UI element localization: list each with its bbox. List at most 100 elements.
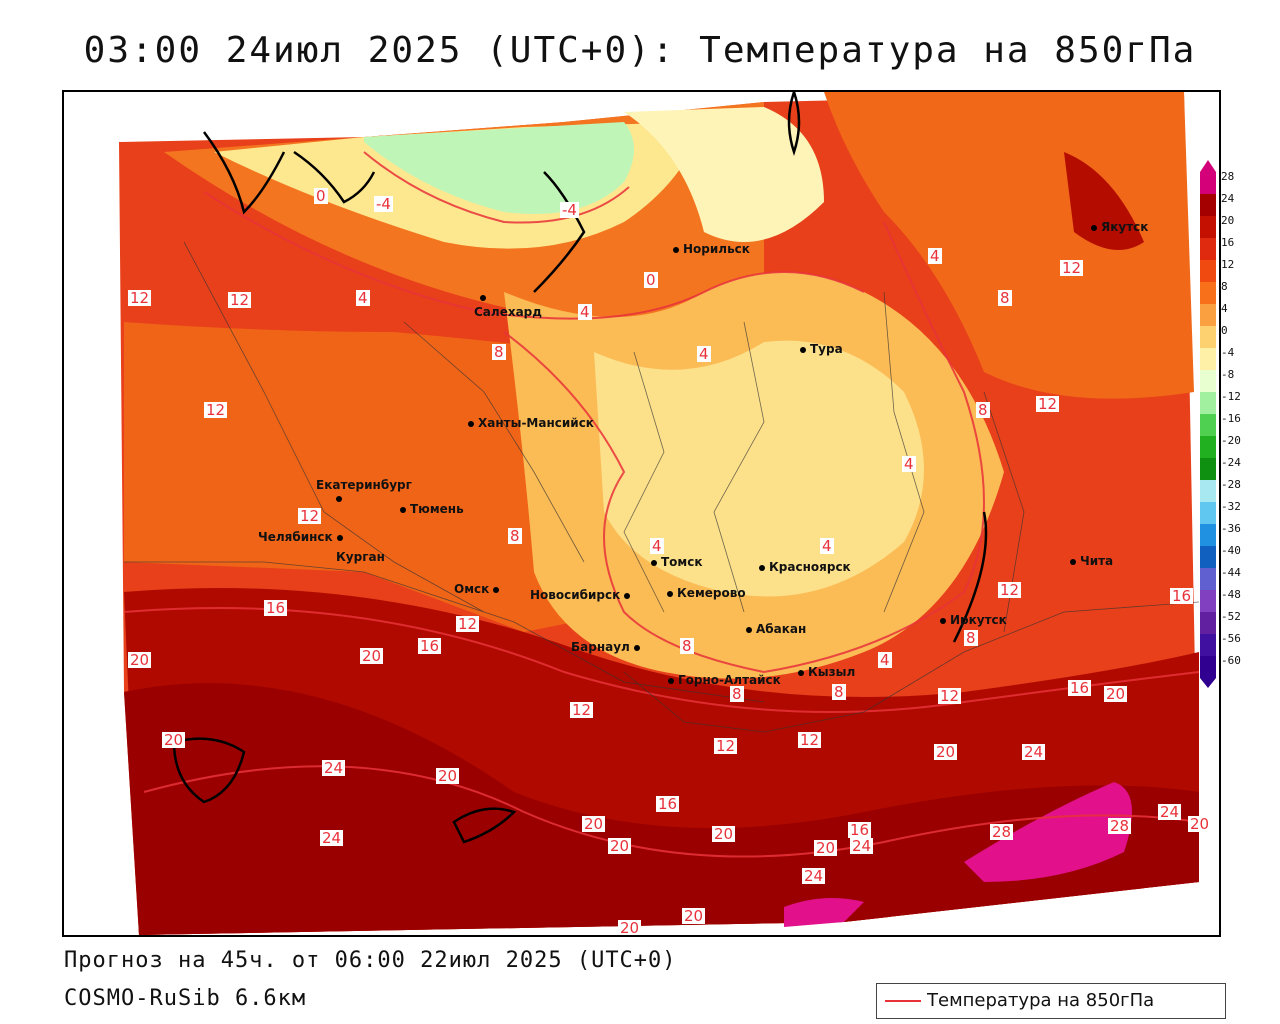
contour-label: 20 [682,907,706,925]
city-dot-icon [798,669,804,676]
contour-label: 4 [697,345,711,363]
city-dot-icon [480,294,486,301]
colorbar-tick-label: -44 [1221,566,1241,579]
city-tura: Тура [800,342,843,356]
contour-label: 0 [314,187,328,205]
city-chita: Чита [1070,554,1113,568]
colorbar-tick-label: -12 [1221,390,1241,403]
city-tyumen: Тюмень [400,502,464,516]
colorbar-segment [1200,480,1216,502]
colorbar-tick-label: 20 [1221,214,1235,227]
city-abakan: Абакан [746,622,806,636]
colorbar-segment [1200,370,1216,392]
city-ekaterinburg [336,491,346,505]
model-name: COSMO-RuSib 6.6км [64,986,307,1011]
colorbar-segment [1200,194,1216,216]
city-tomsk: Томск [651,555,703,569]
city-dot-icon [493,586,500,593]
colorbar-segment [1200,172,1216,194]
contour-label: 16 [656,795,680,813]
colorbar-top-arrow [1200,160,1216,172]
contour-label: 16 [264,599,288,617]
city-khanty-mansiysk: Ханты-Мансийск [468,416,594,430]
city-dot-icon [940,617,946,624]
city-dot-icon [746,626,752,633]
contour-label: 12 [714,737,738,755]
colorbar-tick-label: 28 [1221,170,1235,183]
colorbar-tick-label: -40 [1221,544,1241,557]
forecast-info: Прогноз на 45ч. от 06:00 22июл 2025 (UTC… [64,948,677,973]
contour-label: 4 [650,537,664,555]
colorbar-segment [1200,656,1216,678]
colorbar-tick-label: 0 [1221,324,1228,337]
city-dot-icon [336,495,342,502]
city-dot-icon [336,534,343,541]
contour-label: 12 [1060,259,1084,277]
city-dot-icon [624,592,631,599]
city-salekhard-label: Салехард [474,305,542,319]
map-title: 03:00 24июл 2025 (UTC+0): Температура на… [83,30,1197,71]
contour-label: 8 [492,343,506,361]
city-irkutsk: Иркутск [940,613,1007,627]
colorbar-tick-label: -52 [1221,610,1241,623]
contour-label: 24 [322,759,346,777]
colorbar-tick-label: -32 [1221,500,1241,513]
contour-label: -4 [374,195,393,213]
colorbar-tick-label: 8 [1221,280,1228,293]
contour-label: 12 [228,291,252,309]
contour-label: -4 [560,201,579,219]
contour-label: 12 [570,701,594,719]
colorbar-segment [1200,436,1216,458]
colorbar-segment [1200,612,1216,634]
contour-label: 20 [360,647,384,665]
city-dot-icon [673,246,679,253]
contour-label: 24 [1022,743,1046,761]
contour-label: 8 [964,629,978,647]
contour-label: 8 [832,683,846,701]
colorbar-bottom-arrow [1200,678,1216,688]
city-omsk: Омск [454,582,503,596]
contour-label: 12 [998,581,1022,599]
colorbar-tick-label: -48 [1221,588,1241,601]
contour-label: 24 [850,837,874,855]
colorbar-tick-label: -56 [1221,632,1241,645]
legend: Температура на 850гПа [876,983,1226,1019]
temperature-map: Норильск Якутск Салехард Тура Ханты-Манс… [62,90,1221,937]
colorbar-segment [1200,458,1216,480]
colorbar [1200,160,1216,688]
contour-label: 20 [582,815,606,833]
colorbar-tick-label: -36 [1221,522,1241,535]
contour-label: 16 [1068,679,1092,697]
contour-label: 4 [902,455,916,473]
colorbar-tick-label: 24 [1221,192,1235,205]
colorbar-segment [1200,392,1216,414]
contour-label: 20 [128,651,152,669]
contour-label: 4 [356,289,370,307]
city-ekaterinburg-label: Екатеринбург [316,478,412,492]
contour-label: 12 [204,401,228,419]
colorbar-tick-label: -20 [1221,434,1241,447]
contour-label: 16 [848,821,872,839]
contour-label: 8 [976,401,990,419]
contour-label: 4 [928,247,942,265]
contour-label: 16 [1170,587,1194,605]
contour-label: 4 [878,651,892,669]
contour-label: 24 [320,829,344,847]
contour-label: 20 [814,839,838,857]
map-field [64,92,1219,935]
colorbar-segment [1200,590,1216,612]
contour-label: 0 [644,271,658,289]
contour-label: 28 [990,823,1014,841]
city-kemerovo: Кемерово [667,586,746,600]
contour-label: 28 [1108,817,1132,835]
city-chelyabinsk: Челябинск [258,530,347,544]
city-barnaul: Барнаул [571,640,644,654]
city-dot-icon [651,559,657,566]
colorbar-segment [1200,634,1216,656]
city-dot-icon [634,644,641,651]
contour-label: 20 [1104,685,1128,703]
city-yakutsk: Якутск [1091,220,1148,234]
colorbar-tick-label: -4 [1221,346,1235,359]
contour-label: 12 [798,731,822,749]
city-dot-icon [400,506,406,513]
